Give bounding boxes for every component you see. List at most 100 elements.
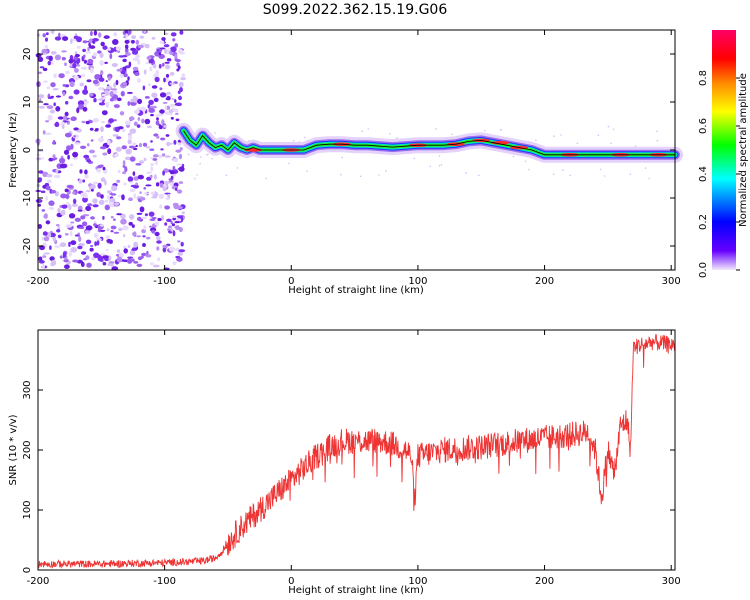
noise-dot [94, 241, 98, 247]
noise-dot [47, 179, 52, 183]
noise-dot [102, 152, 108, 156]
noise-dot [36, 157, 42, 161]
noise-dot [59, 157, 66, 164]
noise-dot [367, 128, 370, 130]
noise-dot [157, 217, 162, 222]
noise-dot [151, 36, 156, 40]
noise-dot [80, 74, 86, 77]
noise-dot [161, 215, 165, 221]
noise-dot [84, 102, 87, 107]
noise-dot [79, 169, 83, 174]
noise-dot [607, 125, 610, 128]
noise-dot [115, 79, 119, 86]
noise-dot [146, 250, 149, 255]
noise-dot [96, 168, 101, 173]
noise-dot [138, 160, 145, 164]
noise-dot [153, 154, 159, 158]
noise-dot [62, 115, 68, 120]
noise-dot [62, 91, 66, 97]
noise-dot [81, 120, 86, 124]
noise-dot [116, 68, 123, 72]
noise-dot [211, 157, 213, 160]
noise-dot [113, 82, 116, 88]
noise-dot [59, 163, 67, 169]
noise-dot [151, 217, 157, 219]
noise-dot [127, 245, 131, 248]
noise-dot [62, 84, 67, 87]
noise-dot [96, 240, 100, 246]
noise-dot [48, 55, 53, 61]
noise-dot [169, 82, 176, 85]
noise-dot [89, 45, 96, 49]
noise-dot [89, 247, 94, 252]
noise-dot [102, 262, 107, 266]
noise-dot [141, 118, 145, 124]
noise-dot [170, 175, 174, 180]
noise-dot [131, 248, 138, 251]
noise-dot [82, 48, 86, 53]
noise-dot [378, 174, 380, 176]
noise-dot [124, 44, 129, 50]
noise-dot [194, 177, 196, 180]
noise-dot [66, 145, 72, 152]
noise-dot [122, 81, 127, 86]
noise-dot [38, 170, 44, 174]
noise-dot [175, 118, 180, 122]
colorbar-label: Normalized spectral amplitude [738, 73, 749, 227]
noise-dot [98, 199, 105, 206]
noise-dot [76, 45, 81, 49]
noise-dot [74, 51, 78, 55]
noise-dot [96, 237, 102, 242]
noise-dot [70, 143, 74, 150]
noise-dot [133, 241, 139, 248]
noise-dot [125, 47, 129, 54]
noise-dot [78, 226, 85, 230]
noise-dot [164, 222, 168, 226]
snr-x-label: Height of straight line (km) [288, 585, 424, 596]
noise-dot [131, 35, 137, 39]
noise-dot [89, 92, 94, 97]
y-tick-label: 100 [22, 500, 33, 519]
x-tick-label: 200 [535, 276, 554, 287]
noise-dot [156, 240, 162, 244]
noise-dot [90, 139, 94, 142]
noise-dot [68, 58, 74, 64]
noise-dot [35, 198, 43, 203]
noise-dot [560, 134, 562, 136]
noise-dot [144, 96, 150, 99]
noise-dot [225, 174, 228, 176]
noise-dot [163, 77, 166, 83]
noise-dot [116, 97, 122, 102]
noise-dot [55, 168, 59, 174]
noise-dot [37, 224, 43, 229]
noise-dot [163, 180, 170, 185]
noise-dot [174, 221, 181, 224]
y-tick-label: -10 [22, 190, 33, 206]
noise-dot [64, 264, 70, 270]
noise-dot [149, 225, 152, 228]
noise-dot [599, 168, 602, 171]
noise-dot [133, 147, 138, 151]
noise-dot [80, 145, 87, 149]
noise-dot [121, 194, 125, 201]
y-tick-label: -20 [22, 238, 33, 254]
noise-dot [99, 224, 105, 227]
noise-dot [429, 165, 432, 168]
noise-dot [61, 204, 68, 209]
noise-dot [133, 109, 140, 115]
noise-dot [83, 54, 86, 58]
noise-dot [179, 147, 183, 151]
noise-dot [42, 255, 47, 258]
noise-dot [98, 32, 102, 38]
noise-dot [236, 167, 239, 169]
noise-dot [137, 174, 144, 180]
noise-dot [123, 234, 126, 238]
noise-dot [92, 204, 99, 208]
noise-dot [175, 149, 182, 153]
noise-dot [39, 98, 42, 103]
noise-dot [170, 32, 177, 37]
noise-dot [129, 250, 136, 256]
noise-dot [57, 208, 61, 213]
noise-dot [178, 153, 183, 160]
noise-dot [172, 173, 176, 177]
